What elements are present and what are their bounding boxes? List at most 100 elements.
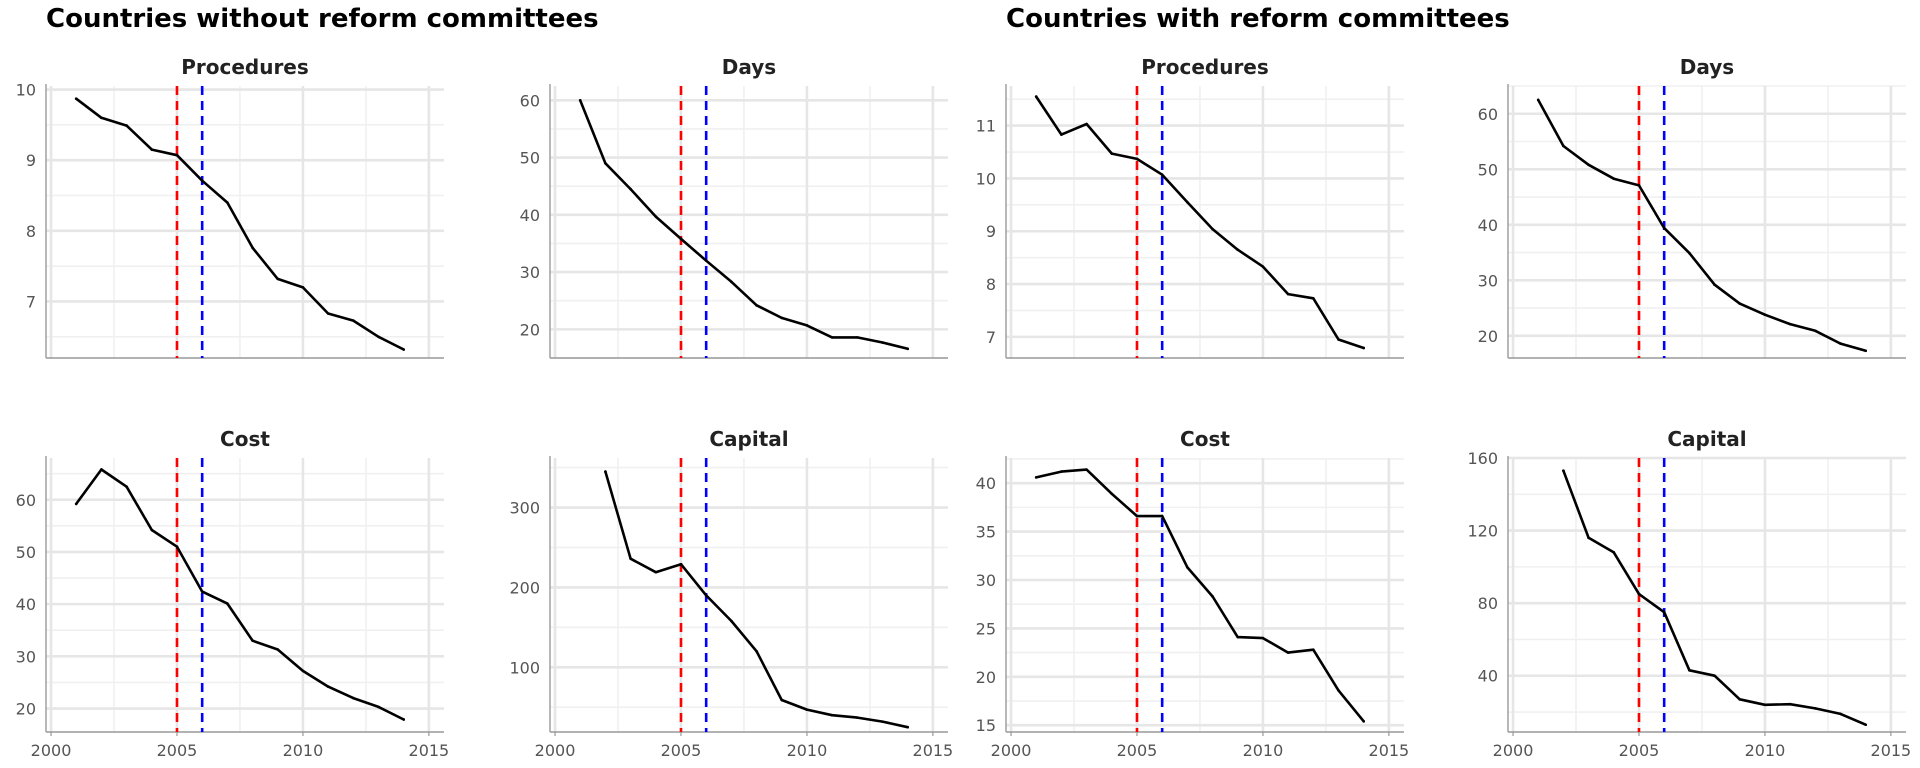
y-tick-label: 60 <box>16 491 36 510</box>
data-point <box>578 99 582 102</box>
data-point <box>352 319 355 322</box>
data-point <box>1261 636 1265 640</box>
series-line-capital <box>604 470 910 729</box>
x-tick-label: 2010 <box>787 741 828 760</box>
data-point <box>679 562 683 566</box>
data-point <box>226 201 229 204</box>
y-tick-label: 40 <box>976 474 996 493</box>
panel-1-days: 20 30 40 50 60 Days <box>520 55 948 359</box>
data-point <box>1110 492 1114 496</box>
data-point <box>402 348 405 351</box>
panel-title: Cost <box>1180 427 1230 451</box>
data-point <box>881 341 884 344</box>
data-point <box>1738 698 1742 701</box>
data-point <box>1763 703 1767 707</box>
data-point <box>1612 177 1616 181</box>
data-point <box>200 179 204 182</box>
x-tick-label: 2005 <box>1619 741 1660 760</box>
x-tick-label: 2015 <box>913 741 954 760</box>
y-tick-label: 20 <box>520 320 540 339</box>
data-point <box>175 153 179 157</box>
data-point <box>1312 648 1315 652</box>
y-tick-label: 11 <box>976 117 996 136</box>
data-point <box>301 669 305 673</box>
data-point <box>100 468 103 471</box>
data-point <box>604 470 607 473</box>
y-tick-label: 50 <box>16 543 36 562</box>
data-point <box>1688 251 1691 255</box>
data-point <box>1160 173 1164 177</box>
data-point <box>1135 514 1139 518</box>
panel-3-days: 20 30 40 50 60 Days <box>1478 55 1906 359</box>
x-tick-label: 2000 <box>31 741 72 760</box>
y-tick-label: 300 <box>509 499 540 518</box>
y-tick-label: 80 <box>1478 594 1498 613</box>
data-point <box>1286 292 1290 296</box>
data-point <box>881 720 884 723</box>
data-point <box>1587 163 1590 167</box>
y-tick-label: 20 <box>16 700 36 719</box>
data-point <box>150 528 154 532</box>
y-tick-label: 50 <box>1478 160 1498 179</box>
y-tick-label: 30 <box>520 263 540 282</box>
data-point <box>1637 592 1641 596</box>
series-line-procedures <box>74 97 406 351</box>
data-point <box>1612 551 1616 554</box>
y-tick-label: 20 <box>1478 327 1498 346</box>
y-tick-label: 200 <box>509 578 540 597</box>
data-point <box>1337 338 1340 341</box>
data-point <box>276 648 280 651</box>
data-point <box>1713 674 1716 678</box>
panel-title: Capital <box>709 427 788 451</box>
data-point <box>301 286 305 289</box>
data-point <box>74 502 78 506</box>
data-point <box>326 312 330 315</box>
data-point <box>830 713 834 717</box>
data-point <box>1738 302 1742 305</box>
data-point <box>251 639 254 642</box>
data-point <box>1211 227 1214 231</box>
data-point <box>1814 707 1817 710</box>
y-tick-label: 160 <box>1467 449 1498 468</box>
data-point <box>730 619 733 623</box>
x-tick-label: 2000 <box>1493 741 1534 760</box>
data-point <box>1839 342 1842 345</box>
y-tick-label: 50 <box>520 149 540 168</box>
data-point <box>200 590 204 593</box>
data-point <box>1085 468 1088 471</box>
data-point <box>402 718 405 721</box>
data-point <box>125 124 128 127</box>
panel-title: Procedures <box>181 55 309 79</box>
data-point <box>1312 297 1315 300</box>
data-point <box>377 705 380 709</box>
x-tick-label: 2010 <box>1243 741 1284 760</box>
data-point <box>755 304 758 307</box>
data-point <box>704 594 708 597</box>
y-tick-label: 100 <box>509 658 540 677</box>
y-tick-label: 9 <box>26 151 36 170</box>
panel-4-cost: 20 30 40 50 60 2000 2005 2010 2015 Cost <box>16 427 450 760</box>
data-point <box>755 650 758 653</box>
data-point <box>1362 346 1365 350</box>
data-point <box>1637 184 1641 187</box>
data-point <box>1662 610 1666 614</box>
data-point <box>906 347 909 351</box>
data-point <box>1688 669 1691 672</box>
y-tick-label: 60 <box>1478 105 1498 124</box>
panel-title: Days <box>1680 55 1734 79</box>
data-point <box>1536 98 1540 102</box>
data-point <box>906 725 909 729</box>
data-point <box>1110 152 1114 155</box>
y-tick-label: 40 <box>1478 667 1498 686</box>
panel-2-procedures: 7 8 9 10 11 Procedures <box>976 55 1404 359</box>
data-point <box>125 485 128 489</box>
y-tick-label: 30 <box>1478 271 1498 290</box>
data-point <box>704 259 708 262</box>
y-tick-label: 10 <box>976 169 996 188</box>
data-point <box>352 696 355 700</box>
data-point <box>604 162 607 165</box>
data-point <box>1034 476 1038 479</box>
y-tick-label: 120 <box>1467 522 1498 541</box>
data-point <box>1261 265 1265 268</box>
data-point <box>780 698 784 702</box>
